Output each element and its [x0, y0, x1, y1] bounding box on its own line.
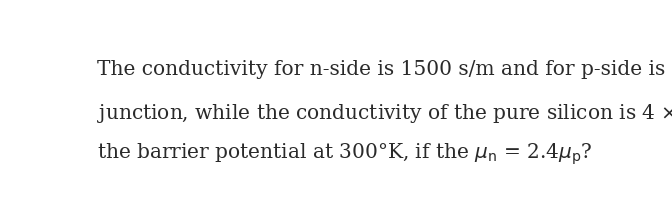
Text: The conductivity for n-side is 1500 s/m and for p-side is 400 s/m in pn: The conductivity for n-side is 1500 s/m …: [97, 60, 672, 78]
Text: the barrier potential at 300°K, if the $\mu_\mathrm{n}$ = 2.4$\mu_\mathrm{p}$?: the barrier potential at 300°K, if the $…: [97, 140, 593, 166]
Text: junction, while the conductivity of the pure silicon is 4 $\times$ 10$^{-4}$ s/m: junction, while the conductivity of the …: [97, 100, 672, 126]
